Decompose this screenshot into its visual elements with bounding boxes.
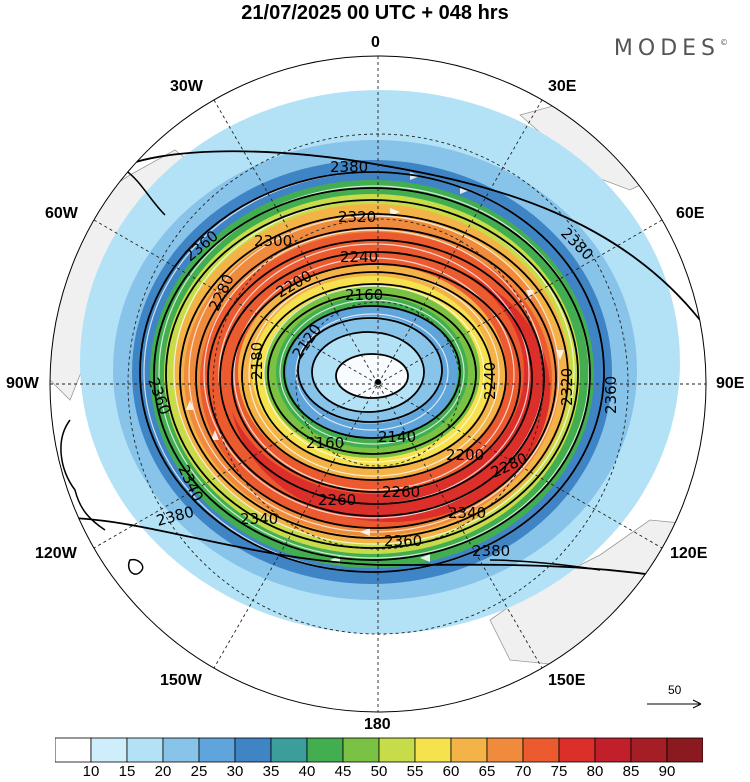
graticule bbox=[50, 56, 706, 712]
colorbar-swatch bbox=[270, 737, 308, 763]
longitude-label-120e: 120E bbox=[670, 545, 708, 562]
colorbar-tick-label: 45 bbox=[334, 763, 352, 780]
copyright-mark: © bbox=[720, 38, 728, 47]
colorbar-tick-label: 25 bbox=[190, 763, 208, 780]
map-disc: 2380 2320 2300 2360 2240 2380 2200 2160 … bbox=[50, 56, 706, 712]
colorbar-swatch bbox=[126, 737, 164, 763]
colorbar-swatch bbox=[522, 737, 560, 763]
colorbar-tick-label: 75 bbox=[550, 763, 568, 780]
colorbar-swatch bbox=[414, 737, 452, 763]
colorbar-tick-label: 50 bbox=[370, 763, 388, 780]
contour-label: 2240 bbox=[481, 362, 499, 400]
contour-2380 bbox=[50, 150, 706, 591]
colorbar-swatch bbox=[486, 737, 524, 763]
contour-label: 2380 bbox=[330, 158, 368, 176]
longitude-label-60w: 60W bbox=[45, 205, 78, 222]
coastlines bbox=[60, 169, 601, 575]
contour-label: 2300 bbox=[254, 232, 292, 250]
longitude-label-30w: 30W bbox=[170, 78, 203, 95]
longitude-label-150w: 150W bbox=[160, 672, 202, 689]
colorbar-swatch bbox=[666, 737, 703, 763]
colorbar-tick-label: 55 bbox=[406, 763, 424, 780]
contour-label: 2260 bbox=[382, 483, 420, 501]
colorbar-tick-label: 10 bbox=[82, 763, 100, 780]
wind-reference-label: 50 bbox=[668, 683, 682, 697]
contour-label: 2340 bbox=[448, 504, 486, 522]
contour-label: 2260 bbox=[318, 491, 356, 509]
longitude-label-150e: 150E bbox=[548, 672, 586, 689]
contour-label: 2240 bbox=[340, 248, 378, 266]
colorbar-swatch bbox=[55, 737, 92, 763]
contour-label: 2320 bbox=[558, 368, 576, 406]
colorbar-swatch bbox=[378, 737, 416, 763]
colorbar-swatch bbox=[90, 737, 128, 763]
longitude-label-30e: 30E bbox=[548, 78, 577, 95]
longitude-label-180: 180 bbox=[364, 716, 391, 733]
colorbar-swatch bbox=[198, 737, 236, 763]
contour-label: 2360 bbox=[602, 376, 620, 414]
contour-label: 2140 bbox=[378, 428, 416, 446]
colorbar-swatch bbox=[558, 737, 596, 763]
contour-label: 2380 bbox=[472, 542, 510, 560]
contour-label: 2160 bbox=[345, 286, 383, 304]
colorbar-tick-label: 85 bbox=[622, 763, 640, 780]
wind-band-calm bbox=[336, 354, 408, 398]
colorbar-swatch bbox=[234, 737, 272, 763]
longitude-label-120w: 120W bbox=[35, 545, 77, 562]
contour-label: 2360 bbox=[384, 532, 422, 550]
colorbar-tick-label: 60 bbox=[442, 763, 460, 780]
longitude-label-90w: 90W bbox=[6, 375, 39, 392]
colorbar-tick-label: 30 bbox=[226, 763, 244, 780]
colorbar-tick-label: 65 bbox=[478, 763, 496, 780]
colorbar-swatch bbox=[162, 737, 200, 763]
colorbar-tick-label: 20 bbox=[154, 763, 172, 780]
brand-logo: MODES© bbox=[614, 36, 728, 61]
colorbar-swatch bbox=[450, 737, 488, 763]
colorbar-tick-label: 80 bbox=[586, 763, 604, 780]
wind-reference-arrow bbox=[647, 699, 702, 709]
height-contours bbox=[50, 150, 706, 591]
contour-label: 2200 bbox=[446, 446, 484, 464]
chart-title: 21/07/2025 00 UTC + 048 hrs bbox=[241, 2, 509, 24]
contour-label: 2180 bbox=[248, 342, 266, 380]
colorbar-swatch bbox=[342, 737, 380, 763]
colorbar-tick-label: 90 bbox=[658, 763, 676, 780]
polar-map: 2380 2320 2300 2360 2240 2380 2200 2160 … bbox=[49, 55, 707, 713]
south-pole-marker bbox=[375, 379, 381, 385]
colorbar-swatch bbox=[306, 737, 344, 763]
colorbar bbox=[55, 737, 703, 763]
contour-label: 2320 bbox=[338, 208, 376, 226]
longitude-label-0: 0 bbox=[371, 34, 380, 51]
map-border bbox=[49, 55, 707, 713]
colorbar-swatch bbox=[630, 737, 668, 763]
colorbar-tick-label: 40 bbox=[298, 763, 316, 780]
colorbar-tick-label: 15 bbox=[118, 763, 136, 780]
brand-name: MODES bbox=[613, 36, 720, 61]
contour-label: 2340 bbox=[240, 510, 278, 528]
longitude-label-90e: 90E bbox=[716, 375, 745, 392]
colorbar-tick-label: 70 bbox=[514, 763, 532, 780]
colorbar-tick-label: 35 bbox=[262, 763, 280, 780]
contour-label: 2160 bbox=[306, 434, 344, 452]
colorbar-swatch bbox=[594, 737, 632, 763]
longitude-label-60e: 60E bbox=[676, 205, 705, 222]
